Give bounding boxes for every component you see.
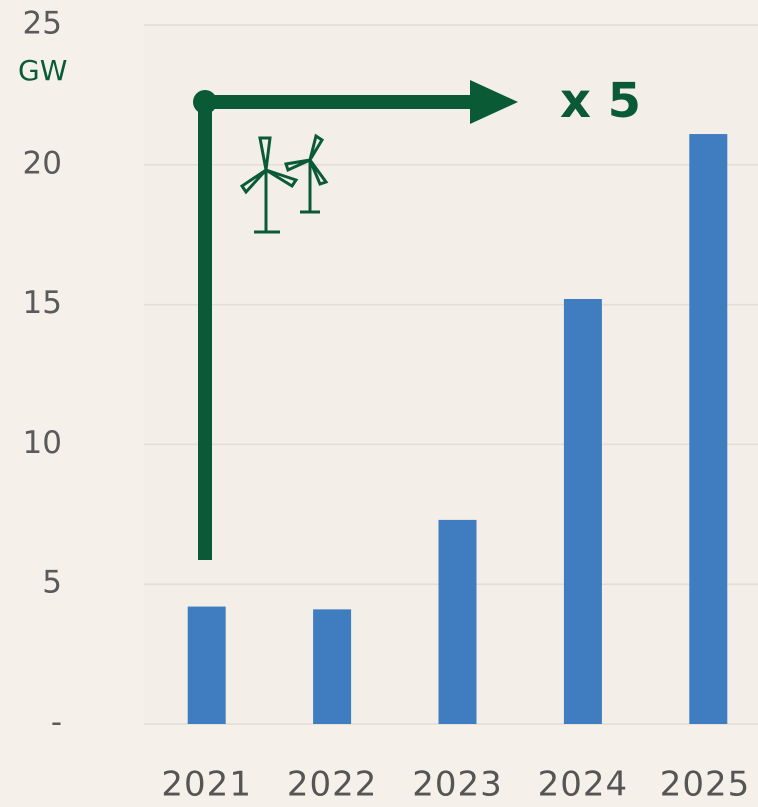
y-tick-label: 20 <box>23 145 62 181</box>
x-tick-label: 2024 <box>538 765 629 805</box>
x-tick-label: 2023 <box>412 765 503 805</box>
growth-arrow <box>193 80 518 560</box>
arrow-head <box>470 80 518 124</box>
arrow-dot <box>193 90 217 114</box>
y-tick-label: 15 <box>23 285 62 321</box>
unit-label: GW <box>18 54 67 87</box>
x-tick-label: 2022 <box>287 765 378 805</box>
annotation: x 5 <box>560 73 641 129</box>
x-tick-label: 2021 <box>161 765 252 805</box>
y-tick-label: 25 <box>23 6 62 42</box>
bar <box>438 519 477 724</box>
bars <box>187 134 728 724</box>
bar <box>187 606 226 724</box>
bar <box>563 299 602 724</box>
bar <box>313 609 352 724</box>
wind-turbines-icon <box>239 133 329 234</box>
y-tick-label: - <box>51 705 62 741</box>
x-tick-label: 2025 <box>660 765 751 805</box>
y-tick-label: 10 <box>23 425 62 461</box>
bar <box>689 134 728 724</box>
y-tick-label: 5 <box>42 565 62 601</box>
